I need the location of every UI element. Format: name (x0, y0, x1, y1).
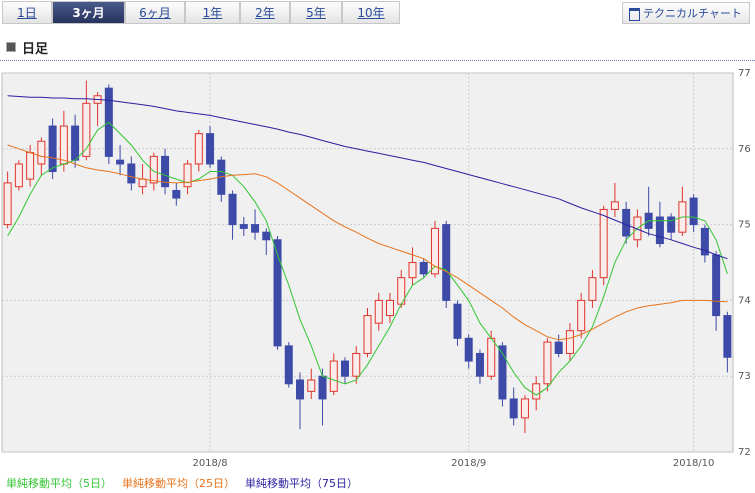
legend-entry: 単純移動平均（5日） (6, 476, 112, 490)
candle-body (228, 193, 237, 226)
candle-body (487, 337, 496, 377)
y-tick-label: 73 (738, 371, 751, 382)
candle-body (172, 189, 181, 199)
y-tick-label: 76 (738, 144, 751, 155)
candle-body (149, 155, 158, 184)
candle-body (183, 163, 192, 188)
candle-body (3, 182, 12, 226)
candle-body (712, 254, 721, 317)
candle-body (37, 140, 46, 165)
moving-average-line (7, 121, 728, 396)
candle-body (273, 239, 282, 347)
candle-body (374, 299, 383, 324)
candle-body (667, 216, 676, 233)
candle-body (59, 125, 68, 165)
candle-body (588, 277, 597, 301)
candle-body (26, 152, 35, 180)
candle-body (408, 262, 417, 279)
y-tick-label: 75 (738, 220, 751, 231)
candle-body (239, 224, 248, 229)
candle-body (723, 315, 732, 358)
tab[interactable]: 6ヶ月 (125, 1, 185, 24)
x-tick-label: 2018/8 (192, 458, 227, 469)
candle-body (352, 352, 361, 377)
candle-body (307, 379, 316, 392)
tab[interactable]: 2年 (240, 1, 290, 24)
candle-body (543, 341, 552, 385)
candle-body (206, 133, 215, 165)
candle-body (554, 341, 563, 354)
candle-body (700, 227, 709, 256)
candle-body (689, 197, 698, 226)
candle-body (161, 155, 170, 188)
candle-body (498, 345, 507, 400)
candle-body (251, 224, 260, 233)
candle-body (138, 178, 147, 188)
candle-body (599, 208, 608, 279)
tab[interactable]: 10年 (342, 1, 400, 24)
candle-body (430, 227, 439, 275)
candle-body (577, 299, 586, 332)
candle-body (385, 299, 394, 317)
tab[interactable]: 5年 (290, 1, 342, 24)
candle-body (509, 398, 518, 419)
x-tick-label: 2018/9 (451, 458, 486, 469)
tab[interactable]: 1年 (185, 1, 240, 24)
header-icon (6, 42, 16, 52)
candle-body (363, 315, 372, 354)
candle-body (453, 303, 462, 339)
candle-body (127, 163, 136, 184)
divider (0, 60, 755, 61)
candle-body (14, 163, 23, 188)
candle-body (71, 125, 80, 161)
y-tick-label: 74 (738, 295, 751, 306)
candle-body (329, 360, 338, 392)
candle-body (318, 375, 327, 400)
candle-body (655, 216, 664, 245)
tab[interactable]: 1日 (2, 1, 52, 24)
technical-chart-button[interactable]: テクニカルチャート (622, 2, 750, 24)
candle-body (284, 345, 293, 385)
candle-body (419, 262, 428, 275)
candle-body (116, 159, 125, 165)
candle-body (341, 360, 350, 377)
candle-body (296, 379, 305, 400)
plot-area (1, 72, 734, 453)
y-tick-label: 77 (738, 68, 751, 79)
moving-average-line (7, 144, 728, 341)
x-tick-label: 2018/10 (673, 458, 715, 469)
candle-body (622, 208, 631, 237)
candle-body (610, 201, 619, 210)
tab[interactable]: 3ヶ月 (52, 1, 125, 24)
y-tick-label: 72 (738, 447, 751, 458)
candle-body (82, 102, 91, 157)
candle-body (532, 383, 541, 400)
candle-body (262, 231, 271, 241)
candle-body (442, 224, 451, 301)
candle-body (48, 125, 57, 173)
candle-body (464, 337, 473, 362)
candle-body (194, 133, 203, 165)
header: 日足 (22, 42, 49, 57)
legend-entry: 単純移動平均（25日） (122, 476, 235, 490)
candle-body (475, 352, 484, 377)
legend-entry: 単純移動平均（75日） (245, 476, 358, 490)
moving-average-line (7, 95, 728, 260)
candle-body (565, 330, 574, 354)
candle-body (520, 398, 529, 419)
